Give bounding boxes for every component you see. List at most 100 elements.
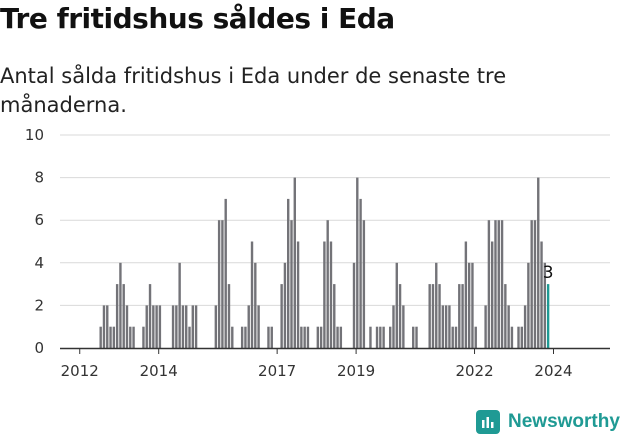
y-tick-label: 10 (25, 126, 44, 144)
bar (99, 326, 102, 348)
bar (181, 305, 185, 348)
bar (517, 326, 520, 348)
y-tick-label: 6 (34, 211, 44, 229)
chart-subtitle: Antal sålda fritidshus i Eda under de se… (0, 64, 507, 117)
bar (520, 326, 523, 348)
bar (257, 305, 260, 348)
bar (214, 305, 218, 348)
bar (102, 305, 106, 348)
bar (537, 177, 540, 348)
bar (148, 284, 152, 348)
bar (191, 305, 194, 348)
y-axis-labels: 0 2 4 6 8 10 (25, 126, 44, 357)
bar (333, 284, 336, 348)
bar (464, 241, 468, 348)
bar (362, 220, 366, 348)
bar (316, 326, 320, 348)
bar (494, 220, 497, 348)
bar (293, 177, 296, 348)
bar (484, 305, 487, 348)
bar (119, 262, 122, 348)
bar (461, 284, 464, 348)
bar (244, 326, 247, 348)
bar (467, 262, 471, 348)
bar (487, 220, 491, 348)
bar (188, 326, 191, 348)
bar (267, 326, 270, 348)
newsworthy-logo-text: Newsworthy (508, 411, 620, 432)
bar-latest (546, 284, 550, 348)
bar (389, 326, 392, 348)
bar (412, 326, 415, 348)
bar (379, 326, 382, 348)
bar (145, 305, 148, 348)
bar (369, 326, 372, 348)
bar (158, 305, 162, 348)
bar (530, 220, 533, 348)
x-tick-label: 2017 (258, 362, 296, 380)
bar (122, 284, 125, 348)
newsworthy-logo[interactable]: Newsworthy (476, 406, 620, 438)
x-tick-label: 2014 (140, 362, 178, 380)
bar (444, 305, 448, 348)
chart-title: Tre fritidshus såldes i Eda (0, 2, 395, 35)
bar (125, 305, 129, 348)
bar (352, 262, 356, 348)
bars (99, 177, 550, 348)
bar (474, 326, 477, 348)
bar (109, 326, 112, 348)
gridlines (60, 134, 610, 306)
bar (280, 284, 283, 348)
x-axis: 2012 2014 2017 2019 2022 2024 (60, 347, 610, 380)
bar (336, 326, 339, 348)
bar (428, 284, 431, 348)
bar (500, 220, 504, 348)
bar (247, 305, 250, 348)
bar (471, 262, 474, 348)
bar (497, 220, 500, 348)
bar (392, 305, 395, 348)
newsworthy-logo-icon (476, 410, 500, 434)
bar (451, 326, 454, 348)
bar (543, 262, 547, 348)
bar (448, 305, 451, 348)
bar (395, 262, 398, 348)
bar (359, 198, 362, 348)
x-tick-label: 2019 (337, 362, 375, 380)
bar (231, 326, 234, 348)
bar (171, 305, 175, 348)
bar (339, 326, 343, 348)
bar (527, 262, 530, 348)
bar (323, 241, 326, 348)
bar (510, 326, 514, 348)
bar (398, 284, 402, 348)
x-tick-label: 2022 (455, 362, 493, 380)
bar (458, 284, 461, 348)
bar (402, 305, 405, 348)
bar (540, 241, 543, 348)
y-tick-label: 2 (34, 296, 44, 314)
bar (221, 220, 224, 348)
bar (415, 326, 418, 348)
y-tick-label: 0 (34, 339, 44, 357)
bar (152, 305, 155, 348)
bar (490, 241, 494, 348)
bar (287, 198, 290, 348)
bar (441, 305, 445, 348)
bar (132, 326, 135, 348)
x-tick-label: 2024 (534, 362, 572, 380)
bar (270, 326, 273, 348)
y-tick-label: 4 (34, 254, 44, 272)
bar (375, 326, 379, 348)
bar (227, 284, 231, 348)
bar (106, 305, 109, 348)
bar (306, 326, 310, 348)
bar (175, 305, 178, 348)
bar (329, 241, 333, 348)
bar (300, 326, 303, 348)
bar (155, 305, 158, 348)
bar (115, 284, 119, 348)
bar (250, 241, 254, 348)
bar (178, 262, 181, 348)
bar (319, 326, 323, 348)
